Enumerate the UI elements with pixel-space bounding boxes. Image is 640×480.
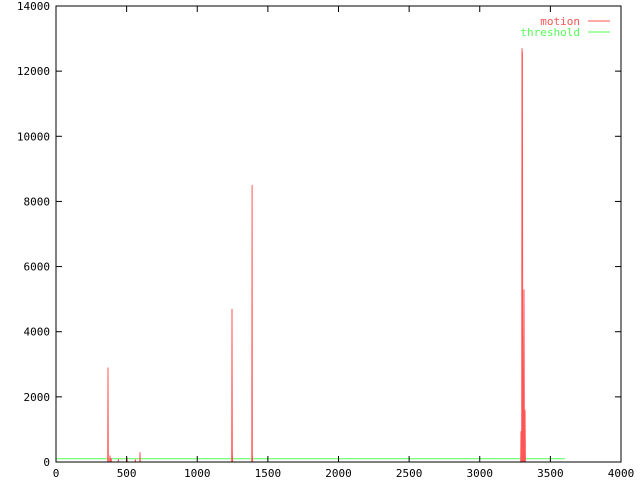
x-tick-label: 3000 [467,467,494,480]
y-tick-label: 12000 [17,65,50,78]
x-tick-label: 0 [53,467,60,480]
plot-border [55,5,622,463]
y-tick-label: 4000 [24,326,51,339]
y-tick-label: 8000 [24,195,51,208]
y-tick-label: 10000 [17,130,50,143]
y-tick-label: 2000 [24,391,51,404]
motion-series-line [56,48,566,463]
legend-label-threshold: threshold [520,26,580,39]
x-tick-label: 3500 [537,467,564,480]
y-tick-label: 14000 [17,0,50,13]
x-tick-label: 4000 [608,467,635,480]
legend-label-motion: motion [540,15,580,28]
x-tick-label: 500 [117,467,137,480]
x-tick-label: 2500 [396,467,423,480]
axes: 0 500 1000 1500 2000 2500 3000 3500 4000 0 2000 400… [17,0,634,480]
x-tick-label: 1000 [184,467,211,480]
y-tick-label: 0 [43,456,50,469]
x-tick-label: 2000 [325,467,352,480]
plot-area [56,48,566,463]
x-tick-label: 1500 [255,467,282,480]
y-tick-label: 6000 [24,261,51,274]
